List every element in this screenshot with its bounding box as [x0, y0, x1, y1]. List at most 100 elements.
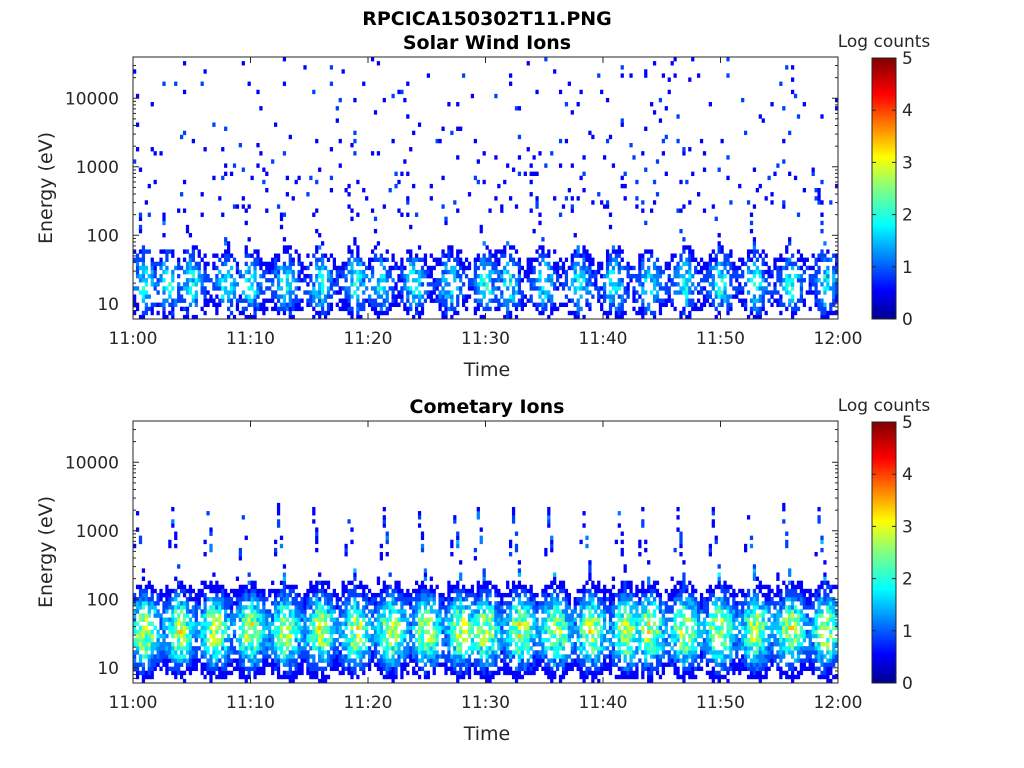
spectrogram-cell	[420, 621, 425, 626]
spectrogram-cell	[229, 601, 234, 606]
spectrogram-cell	[617, 294, 621, 299]
spectrogram-cell	[174, 605, 178, 610]
spectrogram-cell	[174, 592, 178, 598]
spectrogram-cell	[429, 617, 433, 622]
spectrogram-cell	[282, 642, 287, 647]
spectrogram-cell	[638, 282, 642, 287]
spectrogram-cell	[315, 208, 319, 213]
spectrogram-cell	[532, 282, 536, 287]
spectrogram-cell	[729, 282, 733, 287]
spectrogram-cell	[232, 163, 237, 168]
spectrogram-cell	[285, 269, 289, 275]
spectrogram-cell	[726, 302, 730, 308]
spectrogram-cell	[400, 670, 404, 676]
spectrogram-cell	[535, 171, 539, 177]
spectrogram-cell	[329, 605, 334, 610]
spectrogram-cell	[535, 200, 539, 205]
spectrogram-cell	[482, 294, 486, 299]
panel-title: Cometary Ions	[410, 396, 565, 418]
spectrogram-cell	[485, 654, 489, 659]
spectrogram-cell	[244, 584, 248, 590]
spectrogram-cell	[353, 588, 357, 594]
spectrogram-cell	[218, 637, 222, 643]
spectrogram-cell	[300, 278, 304, 283]
spectrogram-cell	[535, 249, 539, 254]
spectrogram-cell	[291, 298, 295, 303]
spectrogram-cell	[517, 584, 522, 590]
spectrogram-cell	[415, 592, 419, 598]
spectrogram-cell	[485, 245, 489, 250]
spectrogram-cell	[520, 658, 524, 663]
spectrogram-cell	[368, 278, 372, 283]
spectrogram-cell	[412, 633, 416, 639]
spectrogram-cell	[259, 609, 263, 614]
spectrogram-cell	[297, 670, 301, 676]
spectrogram-cell	[209, 658, 213, 663]
spectrogram-cell	[494, 605, 498, 610]
spectrogram-cell	[641, 306, 645, 312]
spectrogram-cell	[503, 642, 507, 647]
spectrogram-cell	[247, 265, 251, 271]
spectrogram-cell	[282, 658, 287, 663]
spectrogram-cell	[497, 273, 501, 279]
spectrogram-cell	[171, 642, 175, 647]
spectrogram-cell	[438, 609, 442, 614]
spectrogram-cell	[341, 306, 345, 312]
spectrogram-cell	[744, 130, 748, 136]
spectrogram-cell	[224, 617, 228, 622]
spectrogram-cell	[224, 249, 228, 254]
spectrogram-cell	[224, 257, 228, 262]
spectrogram-cell	[379, 670, 383, 676]
spectrogram-cell	[235, 601, 240, 606]
spectrogram-cell	[212, 584, 216, 590]
spectrogram-cell	[814, 278, 818, 283]
spectrogram-cell	[417, 294, 422, 299]
spectrogram-cell	[238, 666, 242, 672]
spectrogram-cell	[412, 130, 416, 136]
spectrogram-cell	[450, 658, 454, 663]
spectrogram-cell	[227, 605, 231, 610]
spectrogram-cell	[652, 273, 657, 279]
spectrogram-cell	[373, 592, 378, 598]
spectrogram-cell	[203, 654, 207, 659]
spectrogram-cell	[752, 167, 757, 172]
spectrogram-cell	[329, 597, 334, 602]
spectrogram-cell	[553, 261, 557, 267]
spectrogram-cell	[141, 568, 146, 573]
spectrogram-cell	[135, 666, 140, 672]
spectrogram-cell	[394, 629, 398, 635]
spectrogram-cell	[832, 278, 836, 283]
spectrogram-cell	[265, 621, 269, 626]
spectrogram-cell	[356, 674, 360, 680]
spectrogram-cell	[412, 670, 416, 676]
spectrogram-cell	[138, 625, 143, 631]
spectrogram-cell	[579, 175, 583, 181]
spectrogram-cell	[785, 265, 789, 271]
spectrogram-cell	[444, 282, 448, 287]
spectrogram-cell	[294, 179, 298, 185]
spectrogram-cell	[247, 654, 251, 659]
spectrogram-cell	[174, 666, 178, 672]
spectrogram-cell	[321, 265, 325, 271]
spectrogram-cell	[820, 200, 824, 205]
spectrogram-cell	[165, 654, 169, 659]
spectrogram-cell	[417, 290, 422, 295]
spectrogram-cell	[423, 592, 428, 598]
spectrogram-cell	[400, 650, 404, 655]
spectrogram-cell	[297, 662, 301, 667]
spectrogram-cell	[641, 290, 645, 295]
spectrogram-cell	[224, 625, 228, 631]
spectrogram-cell	[406, 588, 410, 594]
spectrogram-cell	[203, 646, 207, 651]
spectrogram-cell	[382, 654, 386, 659]
spectrogram-cell	[300, 269, 304, 275]
spectrogram-cell	[318, 286, 322, 291]
spectrogram-cell	[788, 273, 792, 279]
spectrogram-cell	[544, 302, 548, 308]
spectrogram-cell	[212, 662, 216, 667]
spectrogram-cell	[194, 597, 198, 602]
spectrogram-cell	[655, 159, 660, 164]
spectrogram-cell	[638, 278, 642, 283]
spectrogram-cell	[538, 269, 542, 275]
spectrogram-cell	[150, 257, 154, 262]
